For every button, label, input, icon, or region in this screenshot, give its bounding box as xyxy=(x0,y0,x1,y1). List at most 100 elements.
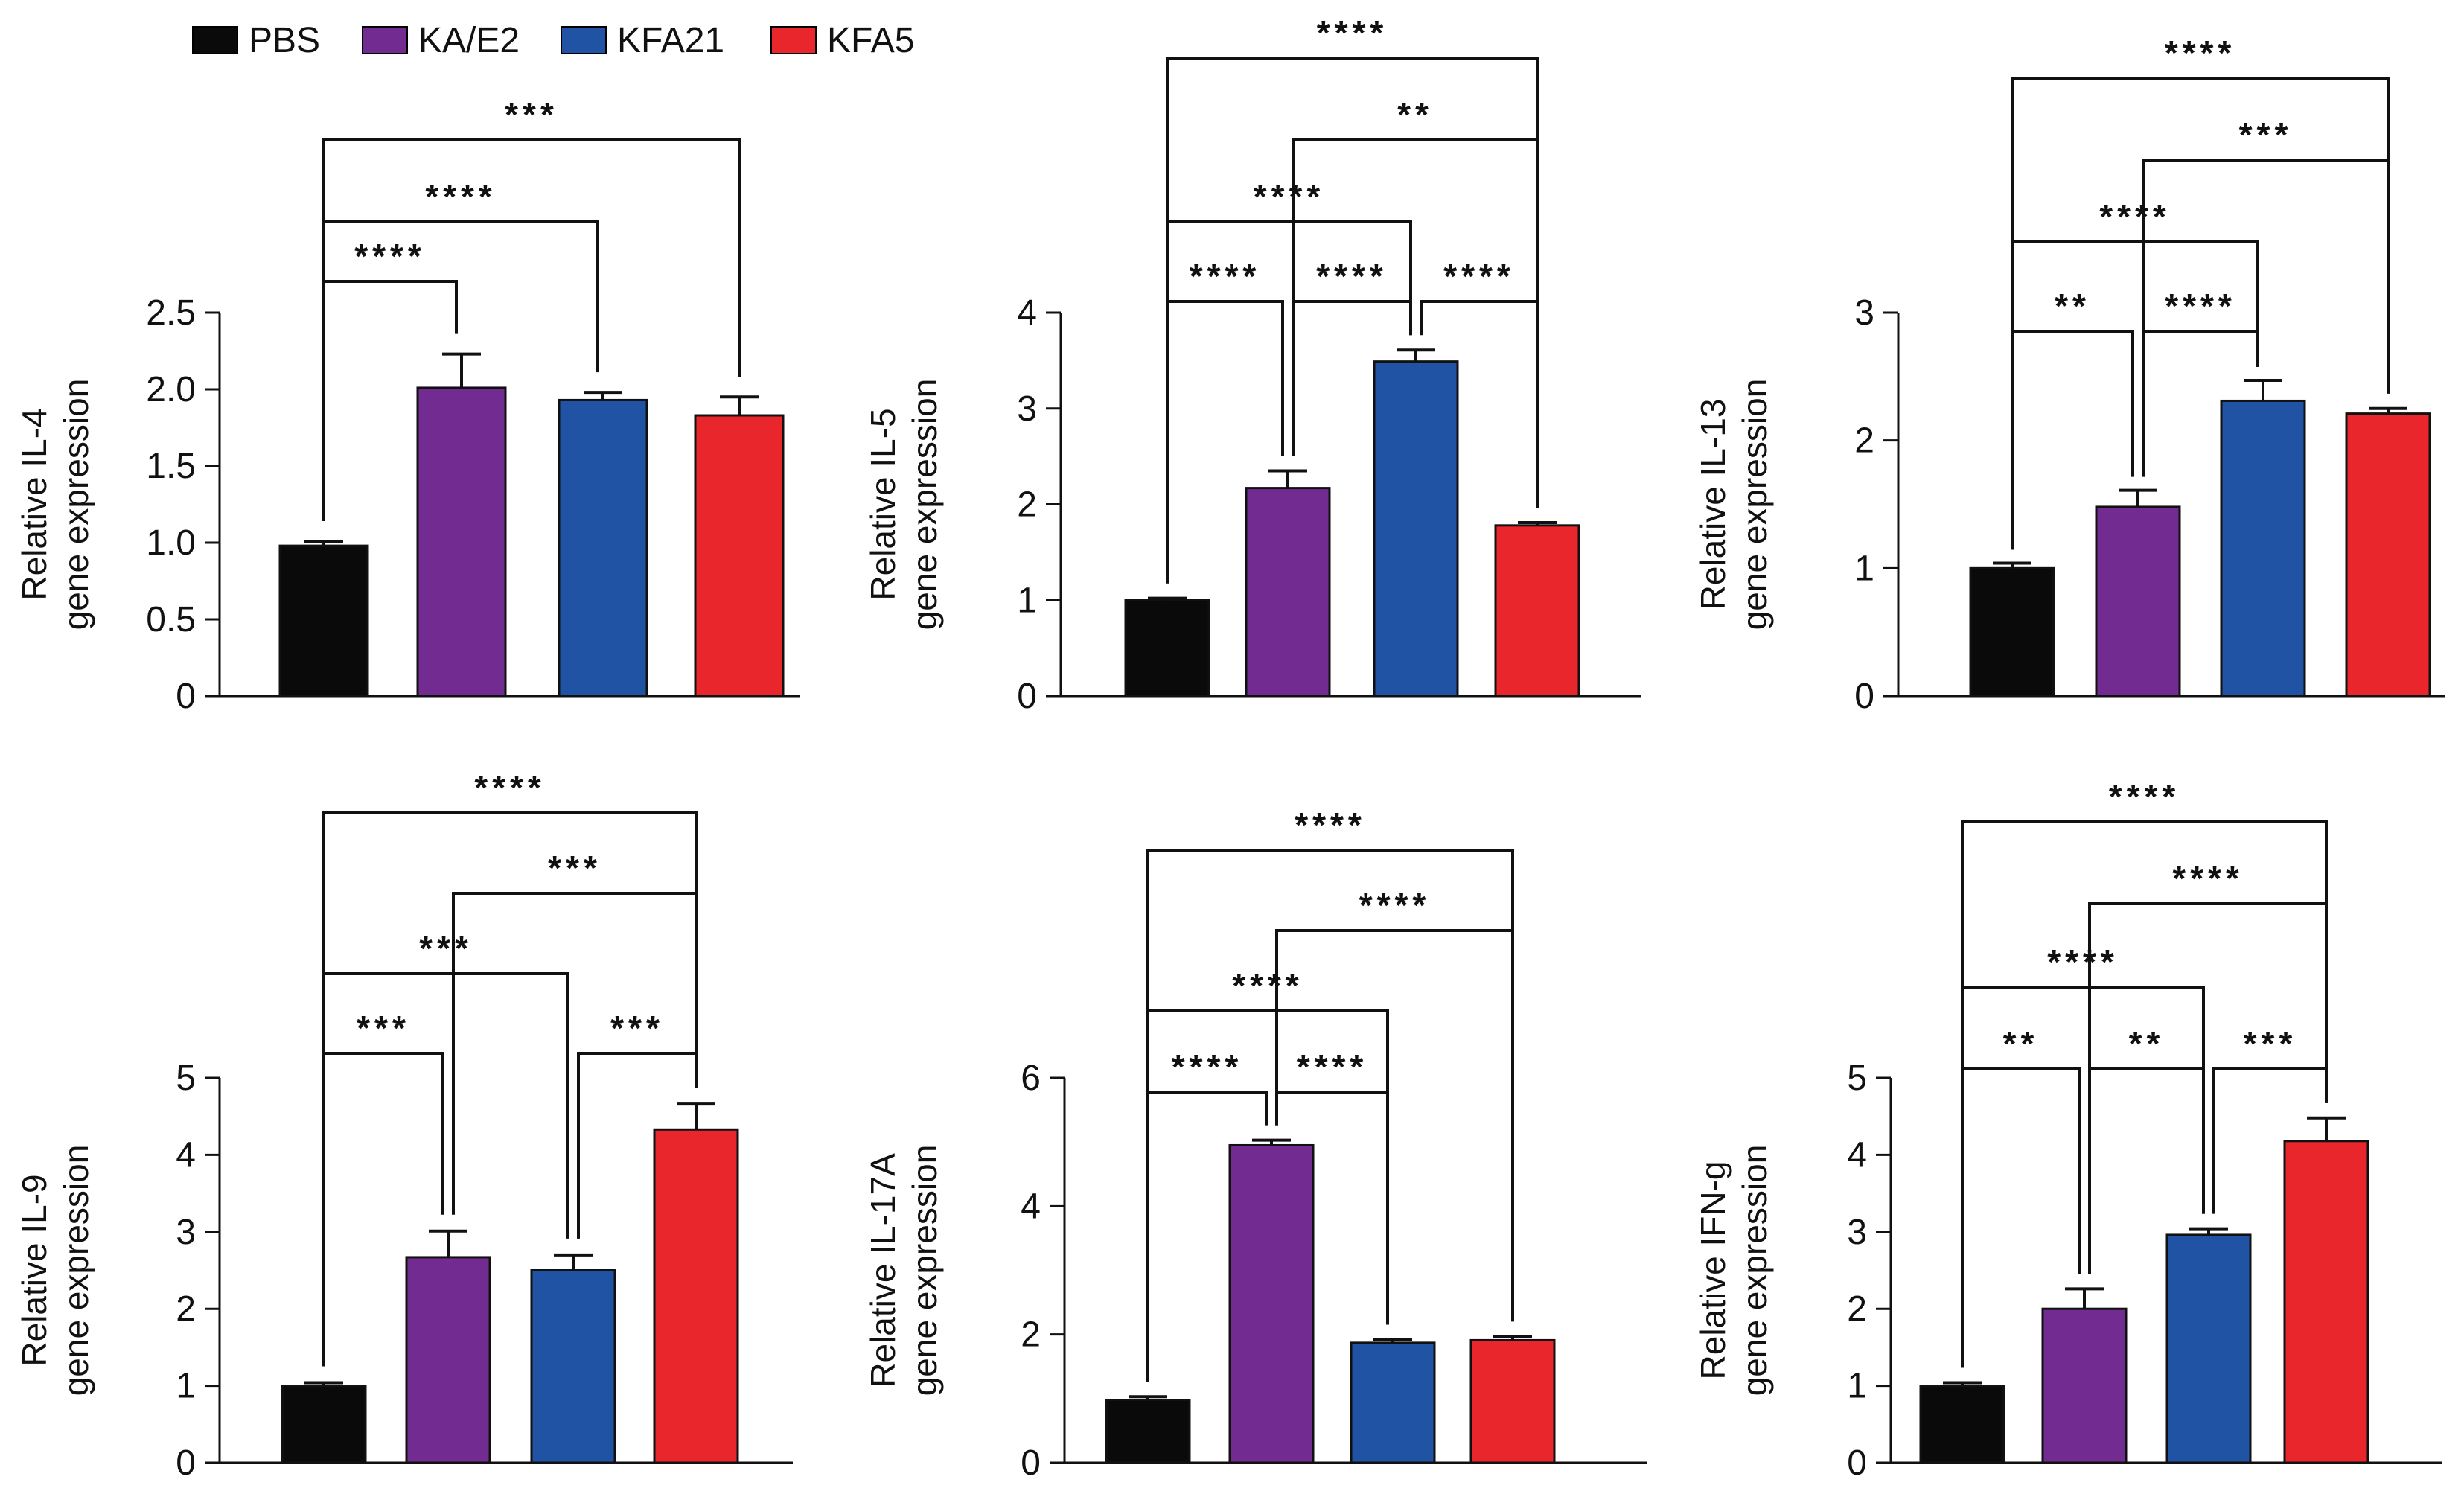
significance-bracket xyxy=(2011,77,2390,549)
chart-il-4: 0 0.5 1.0 1.5 2.0 2.5 Relative IL-4 gene expres… xyxy=(15,95,800,716)
significance-label: ** xyxy=(1397,95,1433,134)
significance-label: *** xyxy=(419,929,473,968)
y-axis-title-line-1: Relative IFN-g xyxy=(1694,1161,1732,1380)
bar-kfa5 xyxy=(2345,412,2431,698)
y-tick-label: 3 xyxy=(1847,1213,1867,1252)
bar-ka-e2 xyxy=(2095,505,2181,698)
significance-label: **** xyxy=(2172,859,2244,898)
significance-bracket xyxy=(1961,820,2328,1368)
y-tick-label: 6 xyxy=(1021,1059,1041,1098)
significance-label: *** xyxy=(610,1009,664,1047)
significance-label: *** xyxy=(505,95,558,134)
bar-pbs xyxy=(1969,566,2055,698)
y-axis-title-line-2: gene expression xyxy=(57,1145,95,1397)
significance-label: **** xyxy=(425,177,497,216)
y-tick-label: 0 xyxy=(176,1443,196,1483)
legend-label-ka-e2: KA/E2 xyxy=(418,20,520,60)
significance-label: **** xyxy=(2047,942,2119,981)
significance-label: **** xyxy=(1295,805,1366,844)
legend-label-kfa21: KFA21 xyxy=(617,20,725,60)
y-tick-label: 5 xyxy=(176,1059,196,1098)
legend-swatch-kfa5 xyxy=(770,26,817,54)
y-tick-label: 0 xyxy=(1854,677,1874,716)
y-axis-title-line-1: Relative IL-4 xyxy=(15,408,54,600)
significance-label: **** xyxy=(2109,777,2180,816)
significance-label: **** xyxy=(1316,257,1388,296)
bar-kfa5 xyxy=(1469,1338,1556,1464)
legend-swatch-kfa21 xyxy=(561,26,607,54)
legend-swatch-pbs xyxy=(192,26,238,54)
significance-label: **** xyxy=(2165,33,2236,72)
legend-item-pbs: PBS xyxy=(192,16,320,64)
bar-ka-e2 xyxy=(2041,1307,2128,1464)
significance-label: ** xyxy=(2129,1024,2165,1063)
chart-il-17a: 0 2 4 6 Relative IL-17A gene expression **** **… xyxy=(864,805,1647,1483)
y-tick-label: 2 xyxy=(1017,485,1037,525)
bar-kfa5 xyxy=(653,1128,739,1464)
y-tick-label: 4 xyxy=(1847,1135,1867,1175)
bar-pbs xyxy=(281,1385,367,1464)
significance-label: ** xyxy=(2003,1024,2039,1063)
significance-label: *** xyxy=(2239,115,2293,154)
bar-kfa5 xyxy=(2283,1140,2369,1464)
bar-ka-e2 xyxy=(1245,487,1331,698)
bar-kfa5 xyxy=(1494,524,1580,698)
bar-kfa21 xyxy=(558,398,648,698)
significance-label: **** xyxy=(474,768,546,807)
bar-kfa21 xyxy=(1350,1341,1436,1464)
bar-ka-e2 xyxy=(416,386,507,698)
legend: PBS KA/E2 KFA21 KFA5 xyxy=(0,0,2464,82)
y-tick-label: 1 xyxy=(176,1367,196,1406)
y-axis-title-line-2: gene expression xyxy=(1735,379,1774,631)
bar-pbs xyxy=(278,544,369,698)
significance-label: **** xyxy=(1443,257,1515,296)
significance-label: **** xyxy=(1190,257,1261,296)
bar-kfa5 xyxy=(694,414,785,698)
significance-bracket xyxy=(1166,57,1539,584)
bar-ka-e2 xyxy=(405,1256,491,1464)
significance-label: **** xyxy=(1297,1047,1368,1086)
significance-label: *** xyxy=(2244,1024,2297,1063)
y-tick-label: 5 xyxy=(1847,1059,1867,1098)
y-tick-label: 0.5 xyxy=(146,600,196,639)
significance-label: **** xyxy=(1232,966,1303,1005)
y-tick-label: 2 xyxy=(1021,1315,1041,1355)
y-tick-label: 1 xyxy=(1847,1367,1867,1406)
significance-label: *** xyxy=(548,849,601,887)
significance-label: **** xyxy=(354,237,426,275)
legend-item-kfa5: KFA5 xyxy=(770,16,914,64)
y-tick-label: 0 xyxy=(1017,677,1037,716)
y-axis-title-line-1: Relative IL-9 xyxy=(15,1174,54,1366)
y-axis-title-line-2: gene expression xyxy=(1735,1145,1774,1397)
bar-kfa21 xyxy=(2220,399,2306,698)
significance-label: **** xyxy=(1172,1047,1243,1086)
y-tick-label: 0 xyxy=(1847,1443,1867,1483)
y-axis-title-line-2: gene expression xyxy=(905,379,944,631)
y-axis-title-line-1: Relative IL-17A xyxy=(864,1153,902,1388)
significance-label: **** xyxy=(1254,177,1325,216)
legend-swatch-ka-e2 xyxy=(362,26,408,54)
y-tick-label: 4 xyxy=(176,1135,196,1175)
y-tick-label: 1 xyxy=(1017,581,1037,620)
significance-label: ** xyxy=(2055,287,2090,325)
y-tick-label: 4 xyxy=(1017,293,1037,333)
y-tick-label: 1.5 xyxy=(146,447,196,486)
legend-item-kfa21: KFA21 xyxy=(561,16,724,64)
significance-label: **** xyxy=(2165,287,2236,325)
bar-ka-e2 xyxy=(1228,1143,1315,1464)
y-tick-label: 3 xyxy=(1017,389,1037,429)
significance-bracket xyxy=(322,811,698,1367)
significance-bracket xyxy=(1146,849,1514,1382)
y-tick-label: 0 xyxy=(1021,1443,1041,1483)
y-axis-title-line-1: Relative IL-13 xyxy=(1694,399,1732,610)
legend-label-pbs: PBS xyxy=(249,20,321,60)
bar-pbs xyxy=(1124,599,1210,698)
y-tick-label: 3 xyxy=(176,1213,196,1252)
y-tick-label: 2 xyxy=(176,1289,196,1329)
bar-pbs xyxy=(1919,1385,2005,1464)
y-tick-label: 1 xyxy=(1854,549,1874,588)
